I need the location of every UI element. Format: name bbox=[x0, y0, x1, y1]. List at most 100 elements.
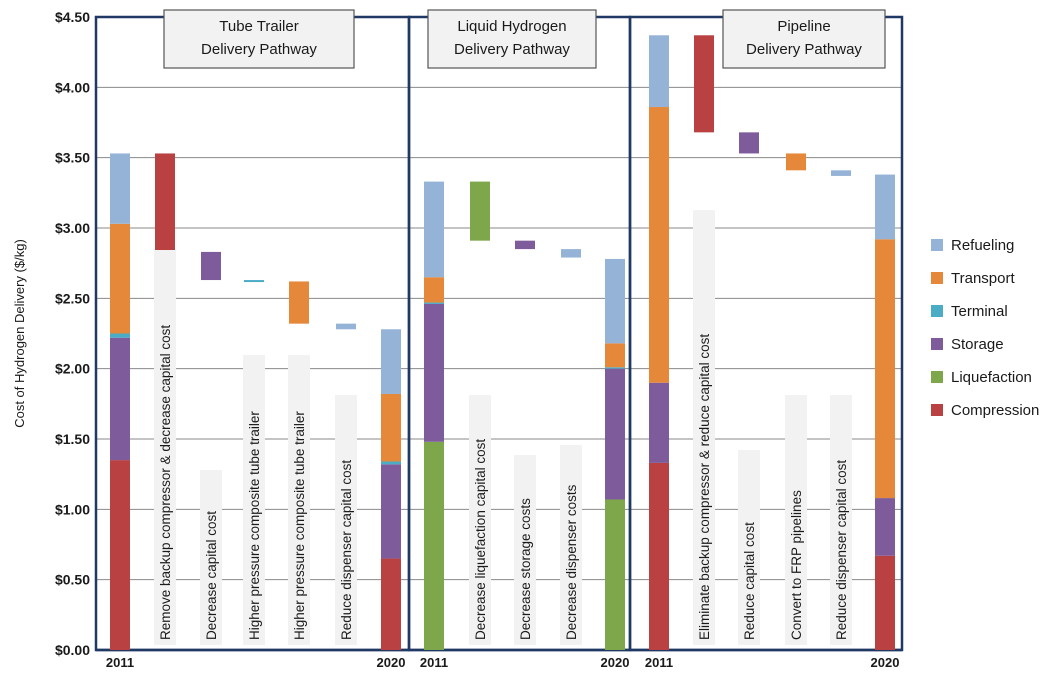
panel-title: Delivery Pathway bbox=[201, 41, 317, 58]
y-tick-label: $1.50 bbox=[55, 431, 90, 447]
step-label-background bbox=[469, 395, 491, 645]
step-label-background bbox=[738, 450, 760, 645]
y-tick-label: $4.00 bbox=[55, 79, 90, 95]
panel-title-box bbox=[427, 9, 597, 69]
bar-segment-refueling bbox=[649, 35, 669, 108]
panel-title-box bbox=[722, 9, 886, 69]
step-label-background bbox=[288, 355, 310, 645]
step-label-background bbox=[560, 445, 582, 645]
legend-label: Transport bbox=[951, 270, 1015, 287]
step-bar-compression bbox=[694, 35, 714, 133]
y-axis-label: Cost of Hydrogen Delivery ($/kg) bbox=[12, 239, 27, 428]
x-tick-label: 2011 bbox=[420, 655, 448, 670]
step-bar-transport bbox=[289, 281, 309, 324]
step-label-background bbox=[243, 355, 265, 645]
y-tick-label: $2.50 bbox=[55, 290, 90, 306]
bar-segment-refueling bbox=[381, 329, 401, 394]
bar-segment-terminal bbox=[605, 367, 625, 369]
step-label-background bbox=[154, 250, 176, 645]
bar-segment-terminal bbox=[381, 461, 401, 465]
panel-title: Pipeline bbox=[777, 18, 830, 35]
step-label-background bbox=[200, 470, 222, 645]
step-label: Decrease liquefaction capital cost bbox=[473, 439, 488, 640]
legend-label: Terminal bbox=[951, 303, 1008, 320]
step-bar-compression bbox=[155, 153, 175, 252]
step-bar-transport bbox=[786, 153, 806, 171]
step-bar-refueling bbox=[336, 323, 356, 330]
bar-segment-terminal bbox=[110, 333, 130, 338]
step-label: Reduce dispenser capital cost bbox=[834, 460, 849, 640]
bar-segment-transport bbox=[110, 223, 130, 334]
step-label: Reduce capital cost bbox=[742, 522, 757, 640]
bar-segment-transport bbox=[424, 277, 444, 303]
x-tick-label: 2011 bbox=[645, 655, 673, 670]
legend-swatch bbox=[931, 404, 943, 416]
bar-segment-refueling bbox=[605, 258, 625, 344]
bar-segment-liquefaction bbox=[605, 499, 625, 650]
step-bar-refueling bbox=[561, 249, 581, 258]
panel-title: Tube Trailer bbox=[219, 18, 298, 35]
step-bar-liquefaction bbox=[470, 181, 490, 241]
bar-segment-compression bbox=[649, 462, 669, 650]
step-label-background bbox=[335, 395, 357, 645]
step-bar-storage bbox=[515, 240, 535, 250]
legend-swatch bbox=[931, 305, 943, 317]
bar-segment-storage bbox=[875, 498, 895, 556]
bar-segment-transport bbox=[875, 239, 895, 499]
bar-segment-refueling bbox=[110, 153, 130, 224]
legend-swatch bbox=[931, 239, 943, 251]
y-tick-label: $0.00 bbox=[55, 642, 90, 658]
y-tick-label: $2.00 bbox=[55, 361, 90, 377]
y-tick-label: $3.00 bbox=[55, 220, 90, 236]
panel-title-box bbox=[163, 9, 355, 69]
step-bar-terminal bbox=[244, 280, 264, 283]
step-label: Decrease capital cost bbox=[204, 511, 219, 640]
bar-segment-terminal bbox=[424, 302, 444, 304]
step-label-background bbox=[830, 395, 852, 645]
legend-swatch bbox=[931, 338, 943, 350]
bar-segment-transport bbox=[381, 393, 401, 462]
step-label: Decrease dispenser costs bbox=[564, 484, 579, 640]
legend-label: Compression bbox=[951, 402, 1039, 419]
bar-segment-compression bbox=[875, 555, 895, 650]
step-bar-storage bbox=[739, 132, 759, 154]
y-tick-label: $0.50 bbox=[55, 572, 90, 588]
legend-label: Storage bbox=[951, 336, 1004, 353]
legend-swatch bbox=[931, 272, 943, 284]
panel-frame bbox=[628, 15, 904, 652]
x-tick-label: 2020 bbox=[601, 655, 630, 670]
y-tick-label: $1.00 bbox=[55, 501, 90, 517]
step-label: Remove backup compressor & decrease capi… bbox=[158, 325, 173, 640]
bar-segment-storage bbox=[424, 303, 444, 442]
bar-segment-storage bbox=[605, 368, 625, 500]
bar-segment-storage bbox=[649, 382, 669, 463]
bar-segment-compression bbox=[381, 558, 401, 650]
step-label: Higher pressure composite tube trailer bbox=[247, 411, 262, 640]
legend-label: Refueling bbox=[951, 237, 1014, 254]
step-label: Convert to FRP pipelines bbox=[789, 490, 804, 640]
bar-segment-liquefaction bbox=[424, 441, 444, 650]
step-bar-refueling bbox=[831, 170, 851, 176]
y-tick-label: $4.50 bbox=[55, 9, 90, 25]
step-label: Higher pressure composite tube trailer bbox=[292, 411, 307, 640]
step-label-background bbox=[785, 395, 807, 645]
x-tick-label: 2011 bbox=[106, 655, 134, 670]
x-tick-label: 2020 bbox=[377, 655, 406, 670]
bar-segment-storage bbox=[110, 337, 130, 461]
bar-segment-storage bbox=[381, 464, 401, 559]
panel-title: Liquid Hydrogen bbox=[457, 18, 566, 35]
bar-segment-transport bbox=[649, 107, 669, 383]
step-label-background bbox=[514, 455, 536, 645]
panel-title: Delivery Pathway bbox=[746, 41, 862, 58]
x-tick-label: 2020 bbox=[871, 655, 900, 670]
step-bar-storage bbox=[201, 251, 221, 281]
bar-segment-transport bbox=[605, 343, 625, 368]
bar-segment-refueling bbox=[875, 174, 895, 240]
y-tick-label: $3.50 bbox=[55, 150, 90, 166]
legend-label: Liquefaction bbox=[951, 369, 1032, 386]
legend-swatch bbox=[931, 371, 943, 383]
step-label: Decrease storage costs bbox=[518, 498, 533, 640]
bar-segment-compression bbox=[110, 460, 130, 650]
